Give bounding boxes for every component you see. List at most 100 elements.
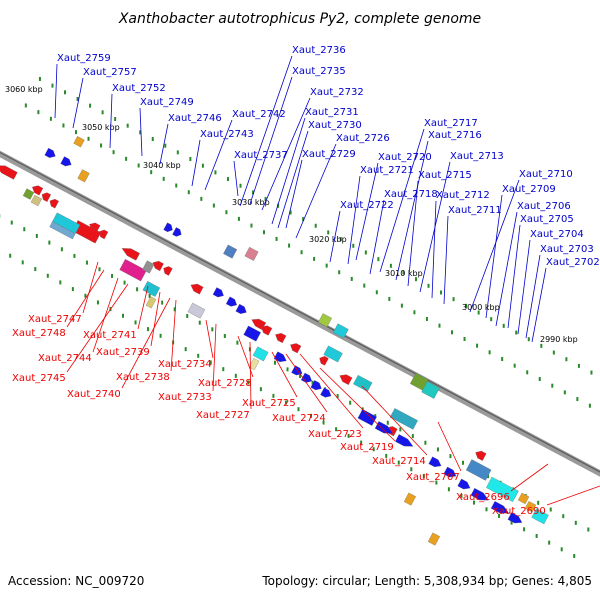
track-dot (562, 514, 565, 519)
track-dot (487, 474, 490, 479)
track-dot (490, 317, 493, 322)
track-dot (310, 413, 313, 418)
track-dot (234, 373, 237, 378)
top-label-leader (72, 77, 84, 129)
track-dot (400, 303, 403, 308)
track-dot (74, 130, 77, 135)
top-gene-label: Xaut_2703 (540, 244, 594, 255)
top-gene-label: Xaut_2749 (140, 97, 194, 108)
gene-block (223, 244, 238, 259)
bottom-gene-label: Xaut_2728 (198, 378, 252, 389)
track-dot (51, 83, 54, 88)
track-dot (339, 237, 342, 242)
top-gene-label: Xaut_2757 (83, 67, 137, 78)
top-gene-label: Xaut_2742 (232, 109, 286, 120)
backbone-dot-tracks (0, 76, 593, 558)
track-dot (535, 533, 538, 538)
track-dot (424, 440, 427, 445)
track-dot (252, 190, 255, 195)
forward-gene (490, 501, 510, 514)
gene-block (486, 476, 519, 502)
track-dot (549, 507, 552, 512)
reverse-gene (98, 229, 109, 240)
forward-gene (235, 303, 247, 314)
track-dot (449, 454, 452, 459)
top-label-leader (531, 267, 547, 343)
track-dot (485, 507, 488, 512)
bottom-label-leader (319, 367, 396, 442)
gene-block (524, 501, 537, 513)
backbone-line (0, 150, 600, 477)
top-label-leader (525, 254, 541, 339)
scale-tick-label: 3040 kbp (143, 161, 181, 170)
track-dot (262, 230, 265, 235)
track-dot (259, 387, 262, 392)
track-dot (498, 513, 501, 518)
track-dot (548, 540, 551, 545)
forward-gene (357, 409, 377, 426)
track-dot (85, 260, 88, 265)
forward-gene (507, 512, 523, 524)
track-dot (273, 360, 276, 365)
scale-tick-label: 3020 kbp (309, 235, 347, 244)
bottom-gene-label: Xaut_2744 (38, 353, 92, 364)
track-dot (175, 183, 178, 188)
top-label-leader (507, 224, 521, 329)
track-dot (488, 350, 491, 355)
track-dot (560, 547, 563, 552)
track-dot (438, 323, 441, 328)
bottom-label-leader (121, 297, 171, 389)
reverse-gene (475, 450, 487, 461)
top-label-leader (469, 179, 520, 313)
reverse-gene (119, 258, 147, 282)
scale-tick-label: 3060 kbp (5, 85, 43, 94)
top-label-leader (431, 200, 437, 299)
track-dot (313, 256, 316, 261)
top-gene-label: Xaut_2736 (292, 45, 346, 56)
track-dot (198, 320, 201, 325)
track-dot (226, 177, 229, 182)
track-dot (435, 480, 438, 485)
top-label-leader (271, 117, 306, 225)
forward-gene (172, 227, 182, 237)
track-dot (350, 276, 353, 281)
reverse-gene (261, 325, 273, 336)
gene-block (318, 313, 332, 328)
track-dot (176, 150, 179, 155)
forward-gene (243, 325, 261, 342)
forward-gene (163, 222, 173, 232)
reverse-gene (339, 374, 353, 385)
track-dot (501, 357, 504, 362)
track-dot (62, 123, 65, 128)
track-dot (349, 400, 352, 405)
scale-tick-label: 3050 kbp (82, 123, 120, 132)
top-label-leader (295, 143, 337, 239)
top-gene-label: Xaut_2729 (302, 149, 356, 160)
forward-gene (310, 380, 322, 391)
track-dot (472, 500, 475, 505)
reverse-gene (32, 185, 44, 196)
track-dot (573, 553, 576, 558)
track-dot (151, 137, 154, 142)
track-dot (563, 390, 566, 395)
track-dot (222, 367, 225, 372)
bottom-label-leader (150, 291, 161, 347)
track-dot (364, 250, 367, 255)
track-dot (275, 236, 278, 241)
track-dot (139, 130, 142, 135)
forward-gene (374, 421, 394, 434)
track-dot (71, 287, 74, 292)
top-label-leader (407, 180, 419, 287)
forward-gene (291, 365, 303, 376)
track-dot (148, 293, 151, 298)
top-gene-label: Xaut_2711 (448, 205, 502, 216)
forward-gene (395, 434, 414, 447)
gene-block (145, 296, 157, 309)
track-dot (211, 327, 214, 332)
top-label-leader (139, 107, 143, 157)
gene-block (427, 532, 441, 546)
top-gene-labels: Xaut_2759 Xaut_2757 Xaut_2752 Xaut_2749 Xaut… (57, 45, 600, 268)
bottom-label-leader (285, 353, 328, 413)
track-dot (286, 367, 289, 372)
gene-block (421, 381, 440, 399)
